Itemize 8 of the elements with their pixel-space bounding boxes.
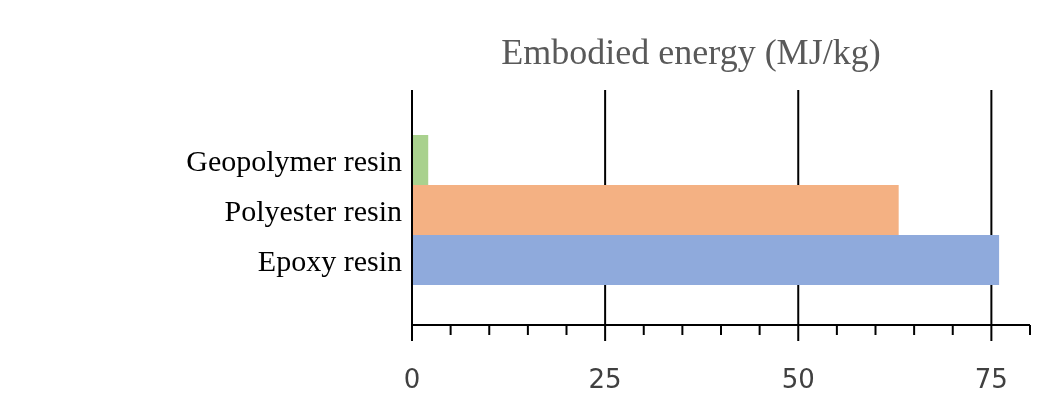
chart-title: Embodied energy (MJ/kg) (501, 32, 881, 72)
y-tick-label: Polyester resin (224, 193, 402, 227)
x-tick-label: 50 (781, 364, 815, 394)
y-tick-label: Geopolymer resin (186, 143, 402, 177)
x-tick-label: 25 (588, 364, 622, 394)
x-tick-label: 0 (403, 364, 421, 394)
x-tick-label: 75 (974, 364, 1008, 394)
y-tick-label: Epoxy resin (257, 243, 402, 277)
